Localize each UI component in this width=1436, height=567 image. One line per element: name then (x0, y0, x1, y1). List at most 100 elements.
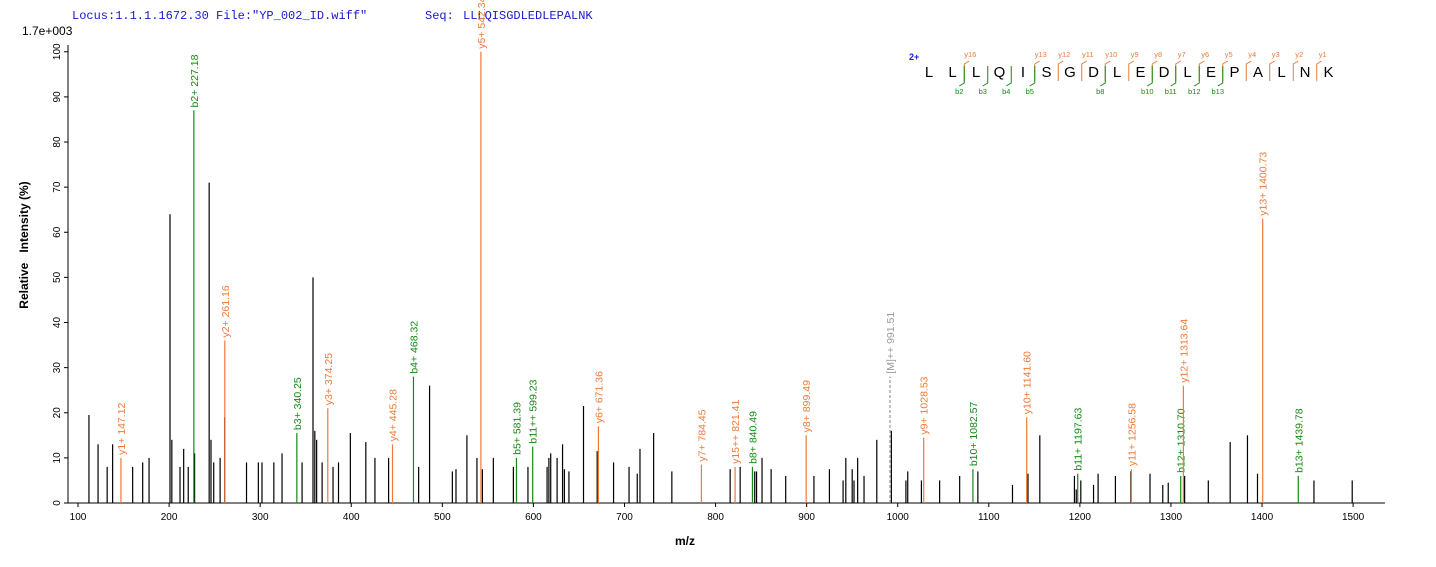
b-ion-label: b5 (1026, 87, 1034, 96)
y-ion-bracket (1128, 60, 1135, 81)
y-tick-label: 30 (52, 362, 63, 374)
x-tick-label: 1400 (1251, 512, 1274, 523)
y-tick-label: 100 (52, 43, 63, 60)
b-ion-bracket (958, 66, 965, 87)
y-ion-label: y12 (1058, 50, 1070, 59)
charge: 2+ (909, 52, 919, 62)
peak-label: y10+ 1141.60 (1022, 351, 1034, 414)
y-ion-label: y10 (1105, 50, 1117, 59)
y-ion-label: y4 (1248, 50, 1256, 59)
x-tick-label: 500 (434, 512, 451, 523)
peak-label: b13+ 1439.78 (1293, 408, 1305, 473)
y-tick-label: 40 (52, 317, 63, 329)
x-tick-label: 300 (252, 512, 269, 523)
peak-label: y7+ 784.45 (696, 409, 708, 461)
x-tick-label: 1300 (1160, 512, 1183, 523)
peak-label: y12+ 1313.64 (1178, 319, 1190, 383)
seq-label: Seq: (425, 9, 454, 23)
y-tick-label: 70 (52, 181, 63, 193)
y-ion-bracket (1269, 60, 1276, 81)
y-tick-label: 90 (52, 91, 63, 103)
b-ion-label: b4 (1002, 87, 1010, 96)
y-ion-label: y7 (1178, 50, 1186, 59)
x-tick-label: 100 (70, 512, 87, 523)
x-tick-label: 800 (707, 512, 724, 523)
y-ion-label: y3 (1272, 50, 1280, 59)
x-axis-label: m/z (675, 534, 695, 548)
y-ion-label: y5 (1225, 50, 1233, 59)
y-tick-label: 80 (52, 136, 63, 148)
y-ion-label: y9 (1131, 50, 1139, 59)
y-tick-label: 60 (52, 226, 63, 238)
x-tick-label: 1500 (1342, 512, 1365, 523)
x-tick-label: 600 (525, 512, 542, 523)
peak-label: b2+ 227.18 (189, 54, 201, 107)
b-ion-label: b11 (1165, 87, 1177, 96)
b-ion-label: b13 (1211, 87, 1224, 96)
peak-label: [M]++ 991.51 (885, 312, 897, 374)
residue: E (1206, 64, 1216, 81)
x-tick-label: 1100 (978, 512, 1000, 523)
residue: K (1323, 64, 1333, 81)
residue: L (972, 64, 980, 81)
b-ion-label: b8 (1096, 87, 1104, 96)
y-ion-bracket (1316, 60, 1323, 81)
residue: E (1135, 64, 1145, 81)
b-ion-label: b12 (1188, 87, 1201, 96)
y-tick-label: 50 (52, 271, 63, 283)
residue: L (1183, 64, 1191, 81)
y-ion-label: y8 (1154, 50, 1162, 59)
y-ion-label: y6 (1201, 50, 1209, 59)
residue: N (1300, 64, 1311, 81)
peak-label: y4+ 445.28 (387, 389, 399, 441)
b-ion-label: b2 (955, 87, 963, 96)
peak-label: y5+ 542.34 (476, 0, 488, 49)
y-tick-label: 10 (52, 452, 63, 464)
peak-label: b11++ 599.23 (528, 379, 540, 443)
x-tick-label: 1200 (1069, 512, 1092, 523)
peak-label: y1+ 147.12 (116, 402, 128, 454)
x-tick-label: 700 (616, 512, 633, 523)
peak-label: y13+ 1400.73 (1258, 152, 1270, 216)
y-tick-label: 20 (52, 407, 63, 419)
peak-label: y15++ 821.41 (730, 400, 742, 464)
peak-label: b10+ 1082.57 (968, 401, 980, 466)
x-tick-label: 1000 (887, 512, 910, 523)
x-tick-label: 200 (161, 512, 178, 523)
b-ion-label: b10 (1141, 87, 1154, 96)
y-ion-bracket (1292, 60, 1299, 81)
residue: G (1064, 64, 1076, 81)
y-ion-bracket (1245, 60, 1252, 81)
b-ion-bracket (1029, 66, 1036, 87)
b-ion-label: b3 (979, 87, 987, 96)
b-ion-bracket (1146, 66, 1153, 87)
y-ion-label: y11 (1082, 50, 1094, 59)
residue: L (948, 64, 956, 81)
residue: A (1253, 64, 1263, 81)
residue: I (1021, 64, 1025, 81)
peak-label: b5+ 581.39 (511, 402, 523, 455)
y-tick-label: 0 (52, 500, 63, 506)
y-ion-label: y2 (1295, 50, 1303, 59)
b-ion-bracket (1005, 66, 1012, 87)
y-ion-label: y16 (964, 50, 976, 59)
y-axis-label: Relative Intensity (%) (17, 181, 31, 308)
b-ion-bracket (1193, 66, 1200, 87)
peak-label: y8+ 899.49 (801, 380, 813, 432)
b-ion-bracket (1170, 66, 1177, 87)
y-ion-bracket (1081, 60, 1088, 81)
residue: D (1088, 64, 1099, 81)
peak-label: y11+ 1256.58 (1126, 403, 1138, 466)
x-tick-label: 400 (343, 512, 360, 523)
residue: Q (994, 64, 1006, 81)
x-tick-label: 900 (798, 512, 815, 523)
peak-label: y3+ 374.25 (323, 353, 335, 405)
b-ion-bracket (1099, 66, 1106, 87)
peak-label: b3+ 340.25 (292, 377, 304, 430)
residue: D (1159, 64, 1170, 81)
peak-label: b12+ 1310.70 (1176, 408, 1188, 473)
residue: L (1277, 64, 1285, 81)
locus: Locus:1.1.1.1672.30 File:"YP_002_ID.wiff… (72, 9, 367, 23)
